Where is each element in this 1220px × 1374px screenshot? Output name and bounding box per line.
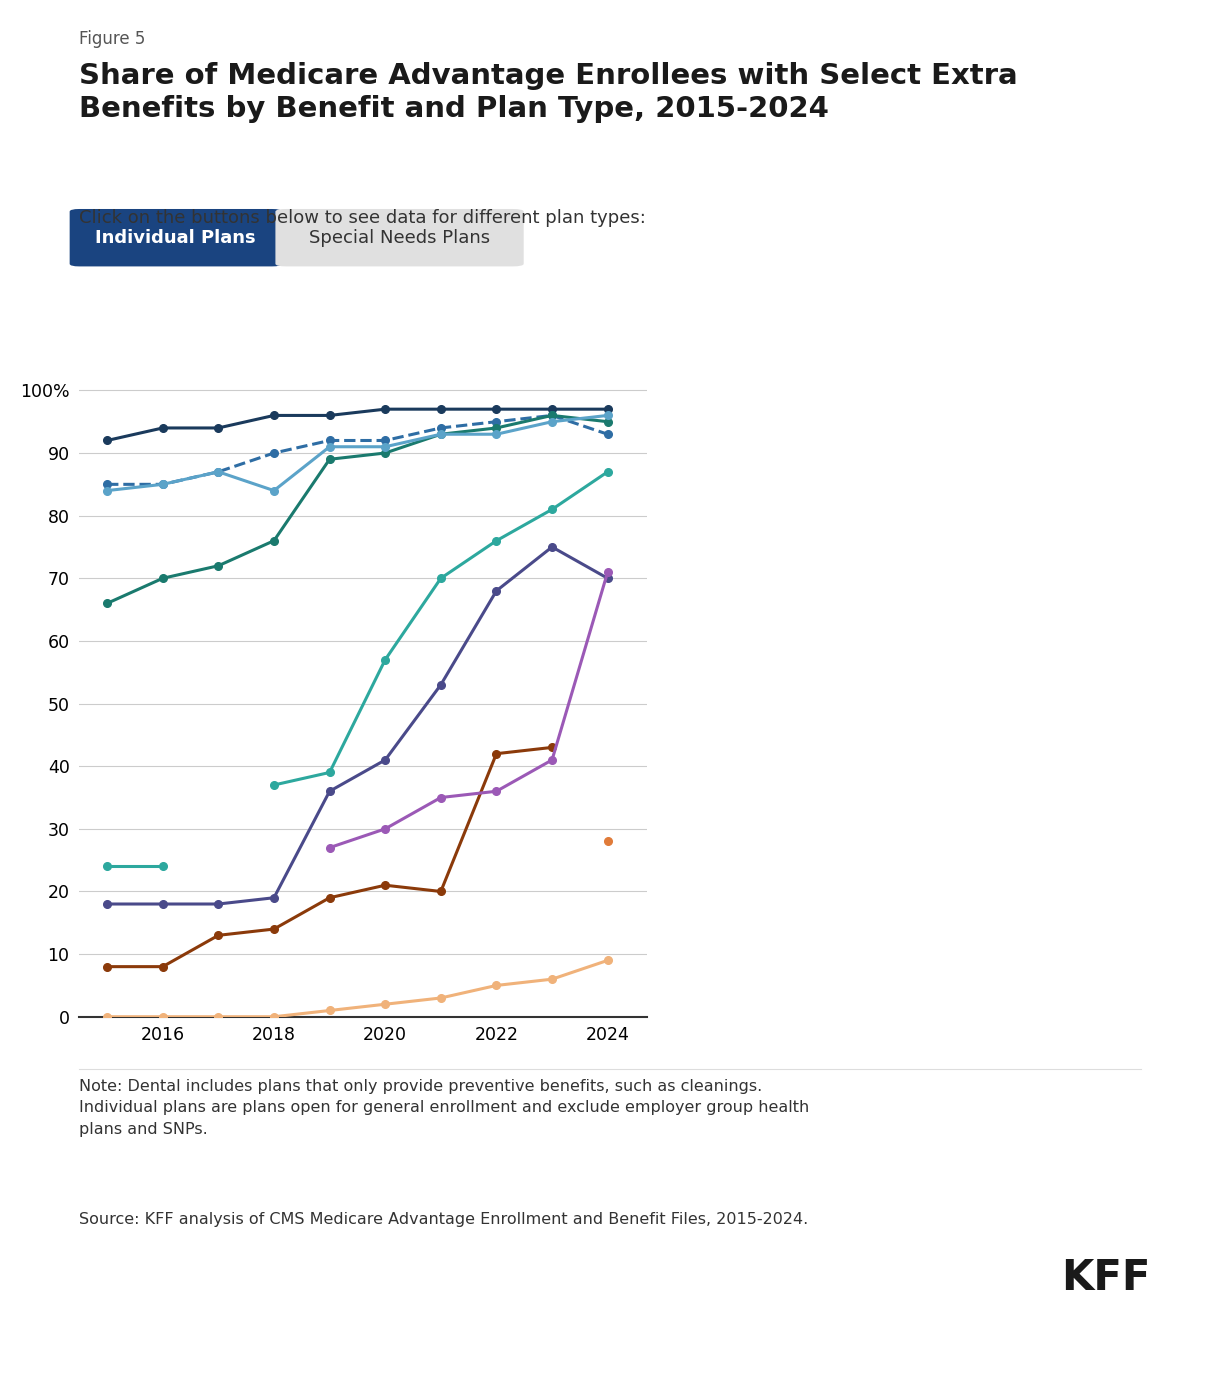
FancyBboxPatch shape — [70, 209, 282, 267]
Text: Share of Medicare Advantage Enrollees with Select Extra
Benefits by Benefit and : Share of Medicare Advantage Enrollees wi… — [79, 62, 1017, 124]
FancyBboxPatch shape — [276, 209, 523, 267]
Text: Source: KFF analysis of CMS Medicare Advantage Enrollment and Benefit Files, 201: Source: KFF analysis of CMS Medicare Adv… — [79, 1212, 809, 1227]
Text: Figure 5: Figure 5 — [79, 30, 145, 48]
Text: Special Needs Plans: Special Needs Plans — [309, 228, 490, 247]
Text: KFF: KFF — [1061, 1257, 1150, 1300]
Text: Click on the buttons below to see data for different plan types:: Click on the buttons below to see data f… — [79, 209, 647, 227]
Text: Individual Plans: Individual Plans — [95, 228, 256, 247]
Text: Note: Dental includes plans that only provide preventive benefits, such as clean: Note: Dental includes plans that only pr… — [79, 1079, 810, 1136]
